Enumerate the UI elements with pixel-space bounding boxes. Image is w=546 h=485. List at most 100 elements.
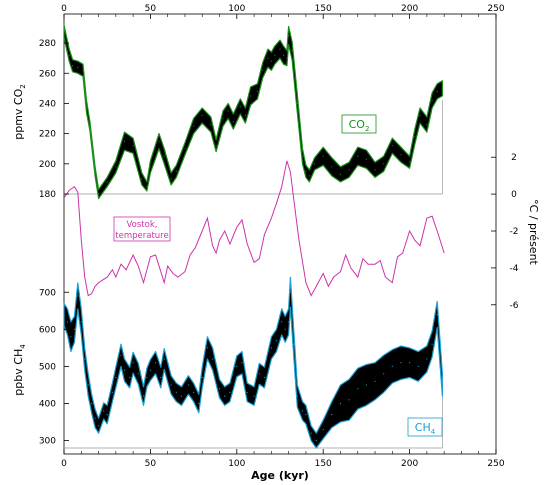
co2-series (63, 24, 443, 200)
temperature-label: Vostok,temperature (113, 216, 171, 242)
co2-point (282, 54, 285, 56)
ch4-label-text: CH4 (415, 421, 436, 436)
ch4-point (206, 347, 208, 349)
co2-band (63, 24, 443, 200)
ch4-y-tick-label: 300 (39, 437, 56, 447)
co2-point (305, 170, 307, 172)
co2-point (308, 175, 310, 177)
ch4-point (357, 388, 359, 390)
plot-border (63, 13, 497, 455)
ch4-point (163, 358, 165, 360)
ch4-point (275, 339, 278, 342)
co2-point (149, 166, 151, 168)
ch4-series (63, 276, 443, 449)
x-tick-label-bottom: 150 (315, 459, 332, 469)
co2-point (210, 124, 212, 126)
co2-point (256, 90, 259, 92)
ch4-point (77, 295, 79, 297)
ch4-point (270, 347, 272, 349)
ch4-point (296, 395, 298, 397)
co2-point (232, 121, 234, 123)
co2-point (314, 163, 316, 165)
co2-label: CO2 (341, 114, 377, 134)
co2-point (89, 125, 91, 127)
ch4-point (322, 428, 324, 431)
ch4-point (123, 369, 126, 371)
ch4-point (66, 321, 69, 323)
ch4-point (436, 313, 438, 316)
co2-point (94, 170, 96, 172)
co2-label-box (341, 114, 377, 134)
co2-point (239, 105, 241, 108)
plot-frame (63, 13, 497, 455)
co2-point (262, 69, 264, 71)
ch4-point (212, 358, 214, 360)
ch4-point (383, 373, 385, 375)
co2-y-tick-label: 240 (39, 99, 56, 109)
ch4-point (365, 384, 367, 386)
co2-point (296, 102, 298, 105)
ch4-point (63, 313, 65, 316)
ch4-point (87, 384, 89, 386)
temp-y-tick-label: 2 (511, 153, 517, 163)
x-tick-label-bottom: 100 (228, 459, 245, 469)
ch4-point (198, 402, 200, 405)
ch4-point (132, 362, 134, 364)
co2-point (431, 99, 433, 101)
co2-y-tick-label: 200 (39, 160, 56, 170)
ch4-point (70, 336, 72, 338)
co2-point (279, 48, 281, 50)
co2-y-tick-label: 280 (39, 39, 56, 49)
ch4-point (331, 414, 333, 416)
ch4-point (155, 362, 157, 364)
co2-point (291, 50, 293, 52)
ch4-point (94, 417, 96, 419)
co2-point (123, 140, 126, 142)
co2-point (175, 170, 177, 172)
ch4-point (111, 391, 113, 393)
co2-point (201, 114, 203, 117)
co2-point (77, 66, 79, 68)
ch4-point (106, 414, 108, 416)
x-tick-label-top: 0 (61, 4, 67, 14)
ch4-point (391, 365, 393, 367)
ch4-point (73, 328, 75, 330)
co2-point (374, 169, 376, 171)
temp-axis-title: °C / présent (527, 199, 540, 265)
co2-point (400, 154, 402, 156)
co2-point (170, 178, 172, 180)
co2-point (322, 155, 324, 157)
ch4-label: CH4 (407, 417, 443, 437)
co2-point (270, 60, 272, 62)
co2-axis-title: ppmv CO2 (12, 84, 27, 140)
co2-point (106, 181, 108, 183)
x-tick-label-bottom: 50 (145, 459, 157, 469)
co2-point (215, 145, 217, 147)
x-tick-label-bottom: 250 (487, 459, 504, 469)
co2-point (132, 145, 134, 147)
co2-point (146, 185, 148, 188)
ch4-point (281, 321, 283, 323)
ch4-point (293, 343, 295, 345)
co2-point (419, 114, 421, 117)
ch4-point (103, 410, 105, 412)
temp-y-tick-label: -4 (510, 264, 519, 274)
ch4-y-tick-label: 700 (39, 288, 56, 298)
co2-point (158, 140, 160, 142)
ch4-y-tick-label: 600 (39, 325, 56, 335)
ch4-point (149, 369, 151, 371)
temperature-line (63, 160, 445, 297)
temperature-label-box (113, 216, 171, 242)
ch4-point (417, 365, 419, 367)
ch4-point (170, 384, 172, 386)
co2-point (222, 117, 224, 120)
co2-point (441, 87, 443, 89)
ch4-point (180, 395, 183, 397)
co2-point (63, 30, 65, 32)
x-tick-label-top: 150 (315, 4, 332, 14)
temperature-series (63, 160, 445, 297)
ch4-point (175, 391, 177, 393)
co2-point (348, 169, 350, 171)
ch4-point (409, 362, 411, 364)
